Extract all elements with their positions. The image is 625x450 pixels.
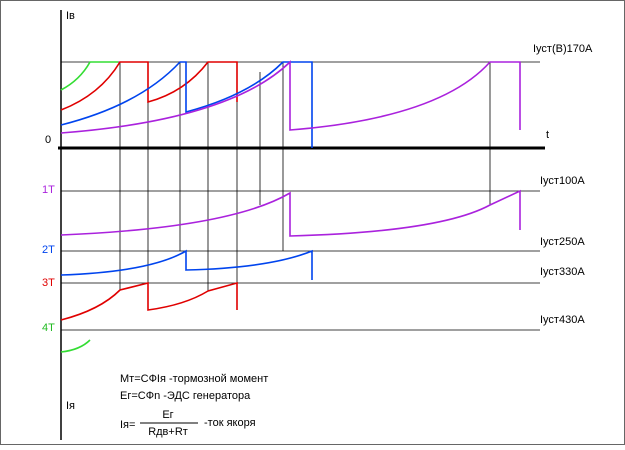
level-label: Iуст(В)170А bbox=[533, 43, 593, 55]
axis-label: Iя bbox=[66, 400, 75, 412]
formula: Mт=СФIя -тормозной момент bbox=[120, 373, 268, 385]
formula: Iя= bbox=[120, 419, 135, 431]
curves bbox=[60, 60, 521, 353]
axes bbox=[58, 10, 545, 440]
formula: Ег bbox=[162, 409, 173, 421]
stage-label: 4Т bbox=[42, 322, 55, 334]
axis-label: 0 bbox=[45, 134, 51, 146]
axis-label: t bbox=[546, 129, 549, 141]
formula: -ток якоря bbox=[204, 417, 256, 429]
formula: Rдв+Rт bbox=[148, 426, 188, 438]
level-label: Iуст100А bbox=[540, 175, 585, 187]
stage-label: 3Т bbox=[42, 277, 55, 289]
stage-label: 1Т bbox=[42, 184, 55, 196]
level-label: Iуст430А bbox=[540, 314, 585, 326]
level-label: Iуст330А bbox=[540, 266, 585, 278]
stage-label: 2Т bbox=[42, 244, 55, 256]
axis-label: Iв bbox=[66, 10, 75, 22]
formula: Ег=СФn -ЭДС генератора bbox=[120, 390, 251, 402]
level-label: Iуст250А bbox=[540, 236, 585, 248]
